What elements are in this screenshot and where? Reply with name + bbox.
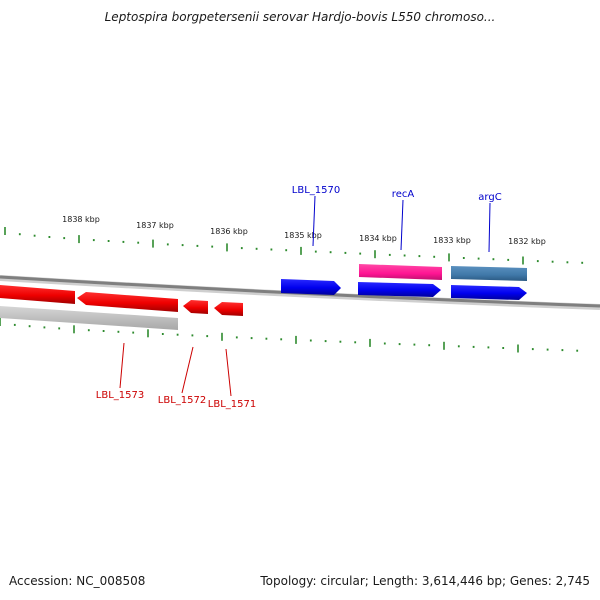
leader-line-lbl-1570 (312, 195, 316, 247)
gene-label-lbl-1573[interactable]: LBL_1573 (96, 390, 144, 401)
kbp-labels: 1838 kbp 1837 kbp 1836 kbp 1835 kbp 1834… (62, 215, 546, 246)
gene-reverse-partial (0, 285, 75, 304)
upper-gene-labels: LBL_1570 recA argC (292, 185, 502, 253)
gene-label-reca[interactable]: recA (392, 189, 415, 200)
gene-lbl-1572[interactable] (183, 300, 208, 314)
leader-line-lbl-1573 (119, 342, 125, 389)
leader-line-lbl-1571 (225, 348, 232, 397)
gene-label-lbl-1571[interactable]: LBL_1571 (208, 399, 256, 410)
gene-label-lbl-1570[interactable]: LBL_1570 (292, 185, 340, 196)
forward-strand-genes (281, 264, 527, 300)
kbp-label-1832: 1832 kbp (508, 237, 546, 246)
gene-lbl-1573-shadow (0, 306, 178, 330)
gene-reca[interactable] (358, 282, 441, 297)
gene-lbl-1571[interactable] (214, 302, 243, 316)
gene-label-lbl-1572[interactable]: LBL_1572 (158, 395, 206, 406)
leader-line-argc (488, 202, 491, 253)
kbp-label-1833: 1833 kbp (433, 236, 471, 245)
kbp-label-1836: 1836 kbp (210, 227, 248, 236)
gene-argc-rna[interactable] (451, 266, 527, 281)
lower-gene-labels: LBL_1573 LBL_1572 LBL_1571 (96, 342, 256, 410)
kbp-label-1834: 1834 kbp (359, 234, 397, 243)
kbp-label-1838: 1838 kbp (62, 215, 100, 224)
gene-argc[interactable] (451, 285, 527, 300)
accession-text: Accession: NC_008508 (9, 574, 146, 588)
gene-lbl-1570[interactable] (281, 279, 341, 295)
gene-reca-rna[interactable] (359, 264, 442, 280)
gene-label-argc[interactable]: argC (478, 192, 501, 203)
lower-tick-row (0, 318, 579, 353)
kbp-label-1837: 1837 kbp (136, 221, 174, 230)
reverse-strand-genes (0, 285, 243, 330)
genome-summary-text: Topology: circular; Length: 3,614,446 bp… (260, 574, 590, 588)
leader-line-reca (400, 199, 404, 251)
kbp-label-1835: 1835 kbp (284, 231, 322, 240)
upper-tick-row (4, 227, 584, 265)
gene-lbl-1573[interactable] (77, 292, 178, 312)
leader-line-lbl-1572 (181, 346, 194, 394)
chromosome-title: Leptospira borgpetersenii serovar Hardjo… (104, 10, 496, 24)
